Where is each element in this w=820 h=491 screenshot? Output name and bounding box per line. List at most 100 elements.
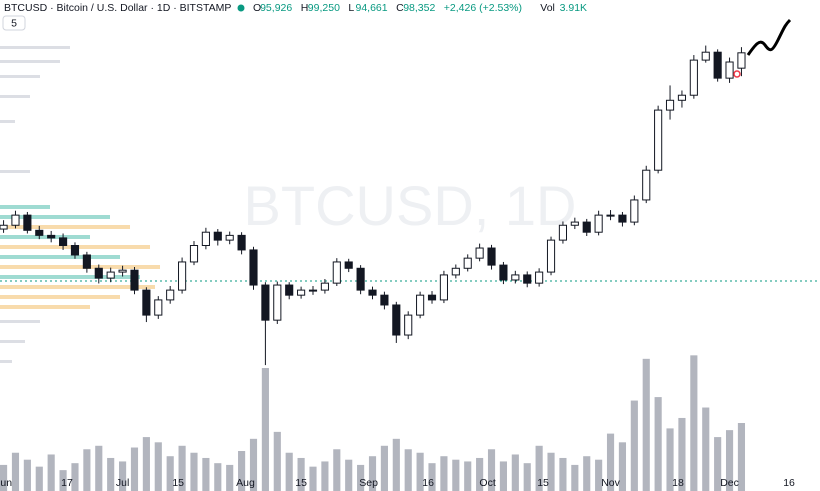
volume-profile (0, 46, 160, 363)
candle-body (201, 231, 210, 247)
ohlc-value: 94,661 (356, 2, 388, 14)
candle-body (392, 304, 401, 336)
candle-body (463, 257, 472, 269)
candle-body (70, 245, 80, 256)
candle-body (285, 284, 294, 296)
volume-bar (285, 452, 293, 491)
x-tick-label: 16 (783, 477, 795, 489)
volume-bar (428, 463, 436, 491)
candle-body (427, 294, 437, 301)
volume-bar (630, 400, 638, 491)
candle-body (677, 94, 687, 101)
volume-bar (202, 457, 210, 491)
x-tick-label: Sep (359, 477, 378, 489)
candle-body (368, 289, 377, 296)
candle-body (130, 269, 139, 291)
volume-bar (606, 433, 615, 491)
candle-body (35, 229, 44, 236)
volume-bar (107, 457, 115, 491)
candle-body (59, 237, 68, 246)
volume-bar (142, 437, 150, 491)
candle-body (308, 289, 318, 292)
candle-body (261, 284, 270, 321)
candle-body (523, 274, 532, 284)
volume-bar (559, 457, 567, 491)
candle-body (416, 294, 425, 316)
candle-body (94, 267, 103, 279)
ohlc-label: O (253, 2, 261, 14)
volume-bar (166, 456, 174, 491)
volume-bar (547, 452, 555, 491)
volume-layer (0, 355, 746, 491)
volume-bar (297, 457, 305, 491)
status-dot (237, 4, 245, 12)
candle-body (356, 267, 365, 291)
x-tick-label: 18 (672, 477, 684, 489)
candle-body (713, 51, 722, 79)
marker (733, 70, 741, 78)
candle-body (630, 199, 639, 223)
candle-body (451, 267, 460, 276)
volume-bar (214, 463, 222, 491)
ohlc-value: 95,926 (260, 2, 292, 14)
candle-body (582, 221, 591, 233)
x-tick-label: Dec (720, 477, 739, 489)
symbol: BTCUSD · Bitcoin / U.S. Dollar · 1D · BI… (4, 2, 231, 14)
volume-bar (523, 463, 531, 491)
volume-bar (487, 449, 496, 491)
change: +2,426 (+2.53%) (444, 2, 522, 14)
volume-bar (737, 423, 746, 491)
indicators-toggle[interactable] (2, 15, 26, 31)
watermark: BTCUSD, 1D (244, 174, 577, 237)
volume-bar (666, 428, 674, 491)
candle-body (118, 269, 127, 273)
candle-body (570, 221, 579, 226)
candle-body (642, 169, 651, 201)
volume-bar (499, 461, 507, 491)
volume-bar (714, 437, 722, 491)
candle-body (606, 214, 615, 217)
candle-body (166, 289, 175, 301)
volume-bar (690, 355, 698, 491)
volume-bar (725, 430, 734, 491)
candle-body (618, 214, 627, 223)
volume-bar (95, 445, 103, 491)
candle-body (178, 261, 187, 291)
x-tick-label: Nov (601, 477, 620, 489)
x-tick-label: 17 (61, 477, 73, 489)
volume-bar (452, 459, 460, 491)
volume-bar (654, 397, 662, 491)
volume-bar (618, 442, 627, 491)
candle-body (499, 264, 508, 281)
ohlc-label: L (348, 2, 354, 14)
candle-body (665, 99, 675, 111)
candle-body (320, 282, 329, 291)
volume-bar (178, 445, 186, 491)
candle-body (558, 224, 568, 241)
candle-body (439, 274, 448, 301)
volume-bar (130, 447, 139, 491)
candle-body (297, 289, 306, 296)
ohlc-value: 98,352 (403, 2, 435, 14)
volume-bar (119, 461, 127, 491)
volume-bar (47, 454, 55, 491)
volume-bar (440, 456, 448, 491)
volume-bar (0, 464, 8, 491)
volume-bar (23, 459, 31, 491)
candle-body (249, 249, 258, 286)
volume-bar (464, 461, 472, 491)
candle-body (475, 247, 484, 259)
volume-bar (273, 431, 281, 491)
ohlc-label: C (396, 2, 404, 14)
volume-bar (238, 451, 246, 491)
candle-body (213, 231, 222, 241)
x-tick-label: Jun (0, 477, 12, 489)
ohlc-value: 99,250 (308, 2, 340, 14)
candle-body (689, 59, 698, 96)
candle-body (546, 239, 556, 273)
x-tick-label: Jul (116, 477, 129, 489)
volume-bar (678, 417, 686, 491)
x-tick-label: Oct (479, 477, 495, 489)
volume-bar (368, 456, 377, 491)
